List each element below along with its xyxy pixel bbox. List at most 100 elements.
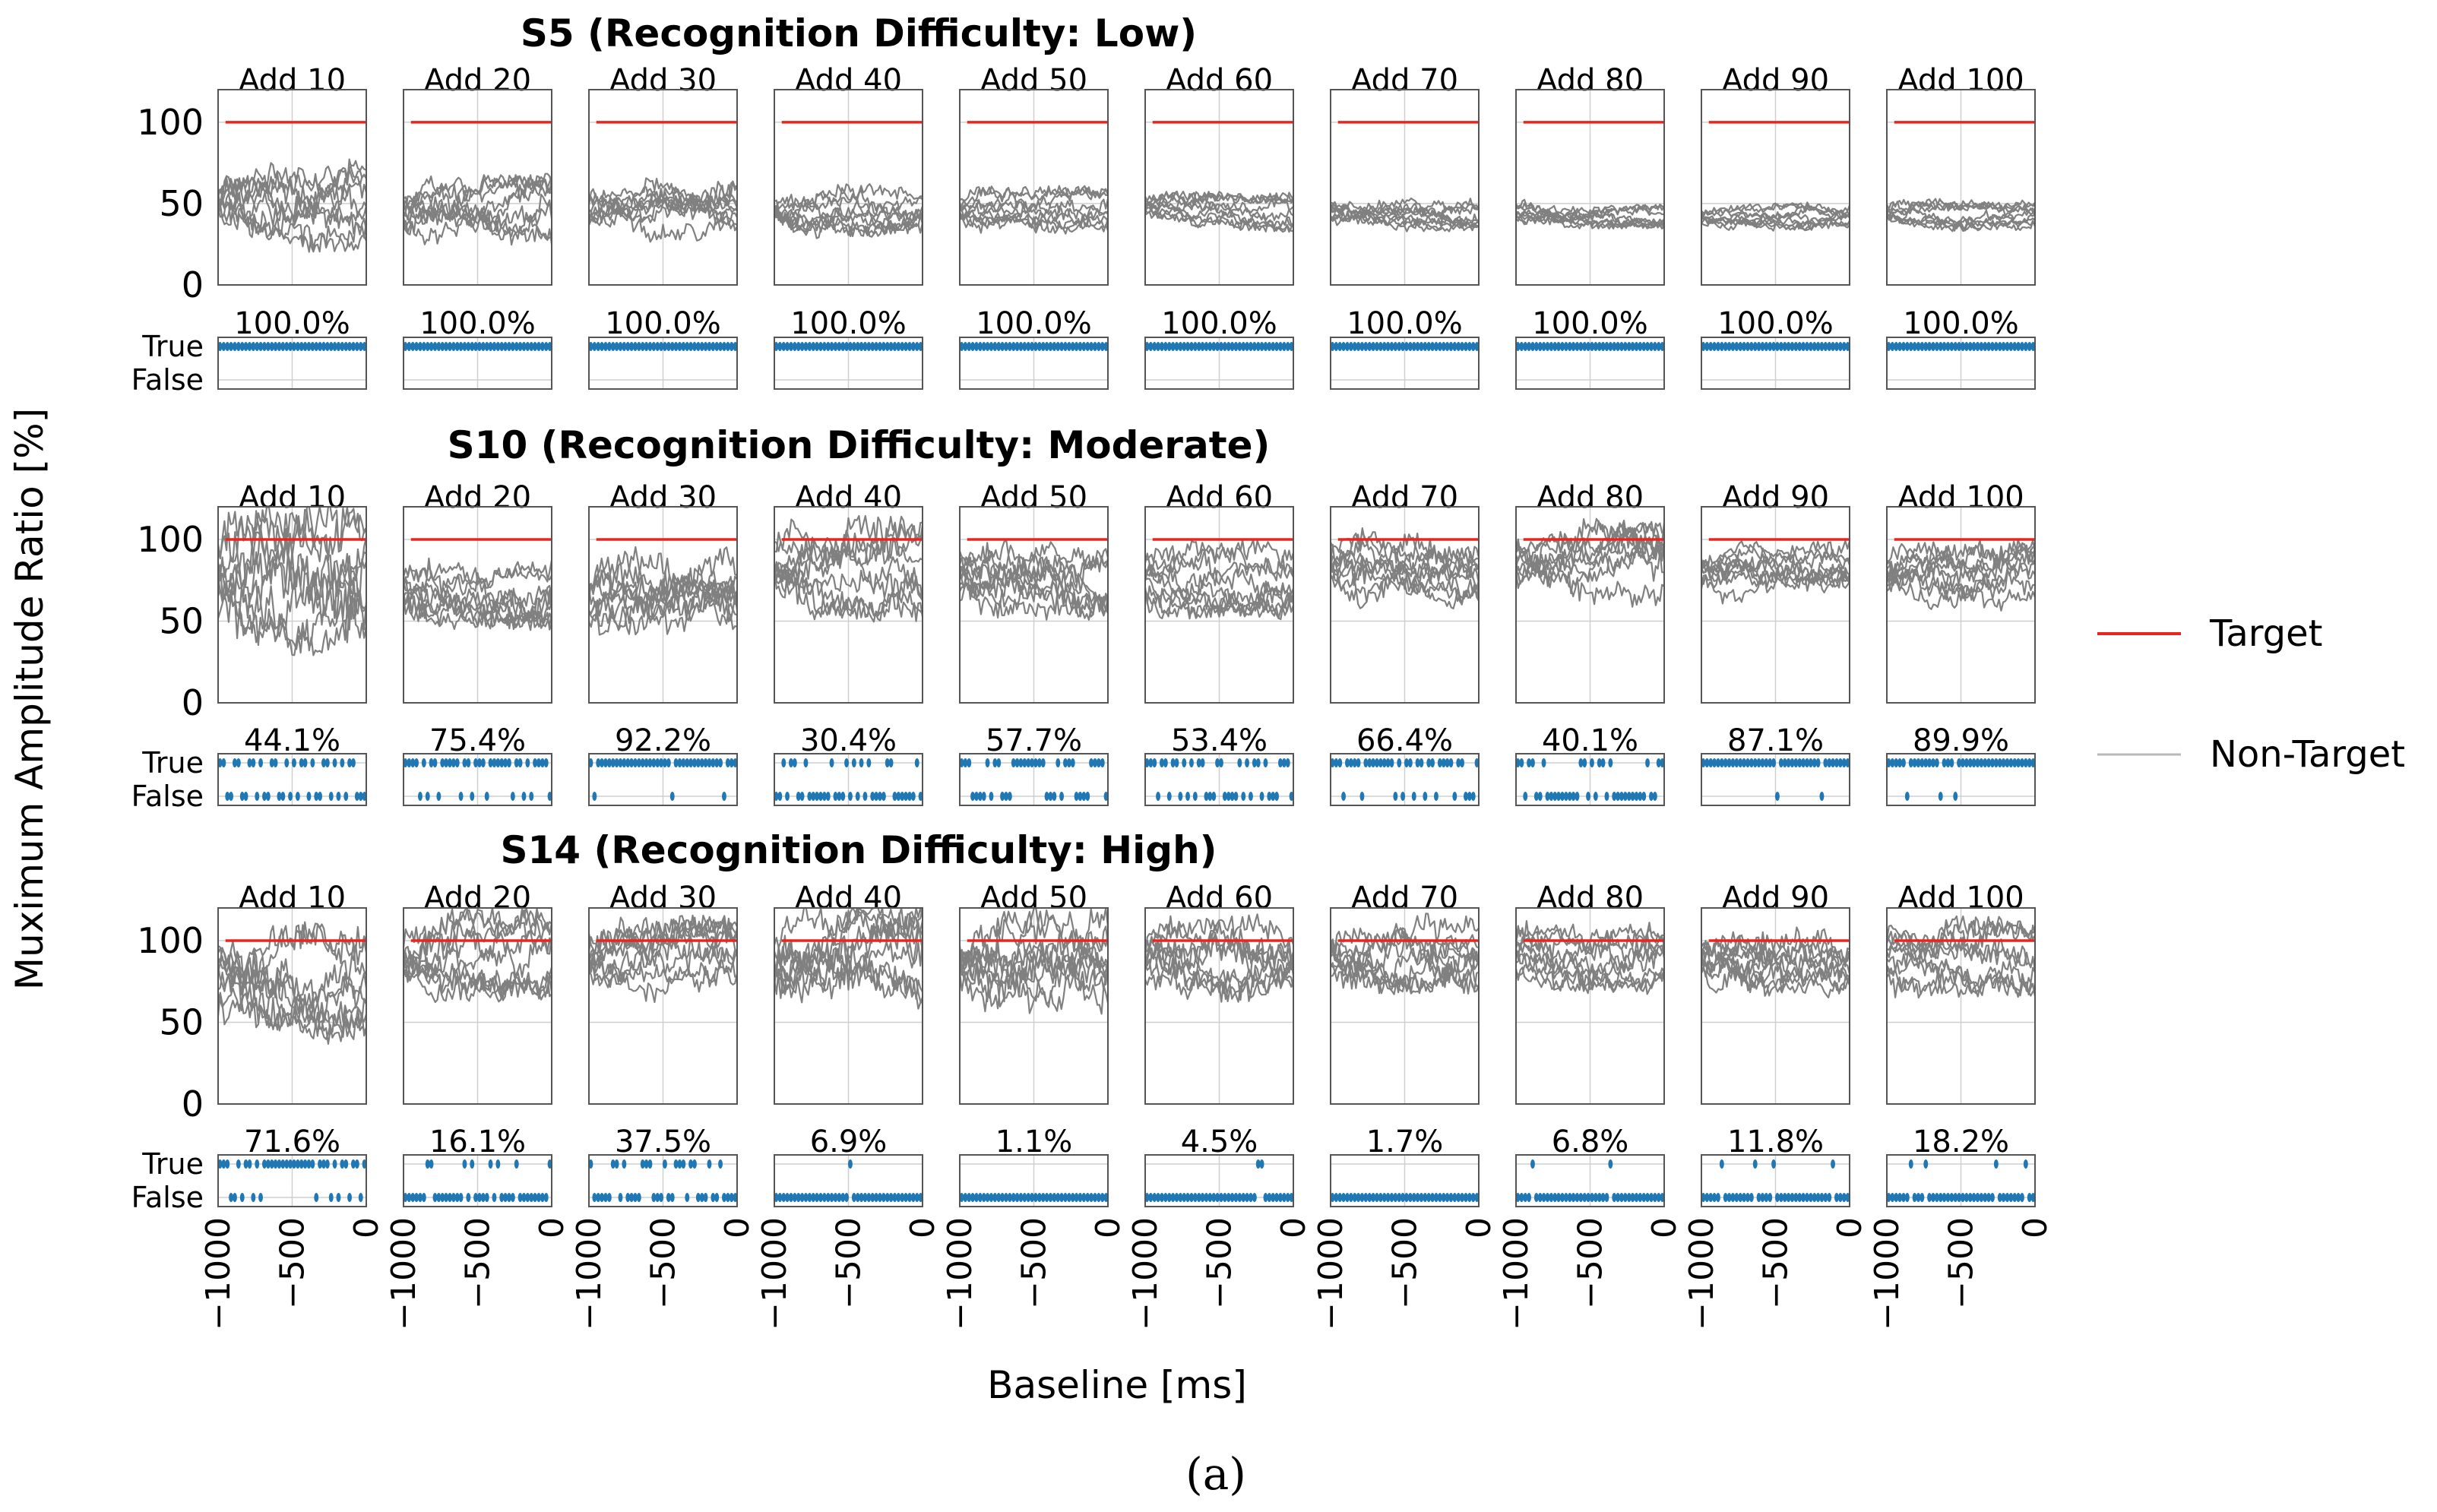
x-tick-label: −500 [1015,1217,1054,1309]
true-points [284,1159,290,1169]
true-points [514,758,519,767]
false-points [1241,1193,1246,1202]
true-points [324,342,330,351]
bool-panel-frame [403,753,552,806]
true-points [673,1159,679,1169]
true-points [1085,342,1090,351]
false-points [1044,1193,1049,1202]
false-points [1626,792,1632,801]
false-points [444,1193,448,1202]
true-points [451,758,456,767]
true-points [640,758,645,767]
true-points [1148,758,1154,767]
true-points [1716,758,1720,767]
non-target-trace [217,992,368,1040]
true-points [1404,342,1409,351]
true-points [421,342,426,351]
true-points [892,342,897,351]
true-points [870,342,875,351]
true-points [517,342,523,351]
false-points [1575,792,1580,801]
ratio-panel-frame [1144,89,1294,286]
false-points [1964,1193,1969,1202]
true-points [440,342,445,351]
true-points [492,342,497,351]
true-points [347,758,352,767]
true-points [1742,342,1746,351]
false-points [1423,792,1428,801]
non-target-trace [958,940,1109,1015]
non-target-trace [959,554,1109,593]
non-target-trace [1144,954,1295,1003]
true-points [1916,758,1921,767]
ratio-panel-frame [1701,907,1850,1105]
true-points [1979,758,1984,767]
false-points [1089,1193,1093,1202]
false-points [1156,792,1160,801]
true-points [1033,758,1038,767]
false-points [1812,1193,1817,1202]
false-points [600,1193,604,1202]
true-points [302,342,308,351]
subplot: Add 701.7%−1000 −500 0 [1312,881,1499,1330]
x-tick-label: 0 [1460,1217,1499,1238]
true-points [1726,758,1732,767]
true-points [792,342,797,351]
false-points [1371,1193,1375,1202]
true-points [269,758,274,767]
x-tick-label: 0 [1831,1217,1869,1238]
ratio-tick-label: 100 [137,102,204,143]
non-target-trace [402,577,553,614]
false-points [1975,1193,1980,1202]
true-points [1834,342,1839,351]
true-points [722,342,726,351]
true-points [258,758,263,767]
ratio-tick-label: 50 [159,1002,204,1043]
true-points [878,342,882,351]
true-points [1730,758,1736,767]
true-points [1219,758,1223,767]
false-points [874,792,878,801]
false-points [1085,792,1090,801]
false-points [1519,1193,1524,1202]
true-points [1000,342,1005,351]
non-target-trace [217,505,368,619]
false-points [785,1193,790,1202]
non-target-trace [958,925,1109,990]
false-points [1619,792,1624,801]
false-points [1730,1193,1736,1202]
true-points [1890,342,1895,351]
bool-panel-frame [774,337,923,390]
true-points [1563,342,1568,351]
true-points [480,342,486,351]
true-points [1437,758,1442,767]
non-target-trace [1886,965,2036,999]
false-points [1222,1193,1227,1202]
true-points [625,758,631,767]
true-points [321,342,326,351]
non-target-trace [403,930,553,977]
true-points [618,758,623,767]
true-points [1196,758,1201,767]
true-points [1371,758,1375,767]
false-points [2020,1193,2024,1202]
ratio-panel-frame [1515,506,1665,704]
true-points [1278,758,1283,767]
non-target-trace [1514,539,1665,590]
true-points [1827,342,1832,351]
true-points [811,342,816,351]
false-points [1356,1193,1361,1202]
true-points [1166,342,1172,351]
ratio-panel-frame [1886,907,2036,1105]
false-points [1782,1193,1787,1202]
true-points [1278,342,1283,351]
true-points [2023,1159,2028,1169]
true-points [351,1159,356,1169]
bool-panel-frame [1515,753,1665,806]
true-points [429,1159,434,1169]
x-tick-label: 0 [347,1217,386,1238]
true-points [1604,342,1609,351]
